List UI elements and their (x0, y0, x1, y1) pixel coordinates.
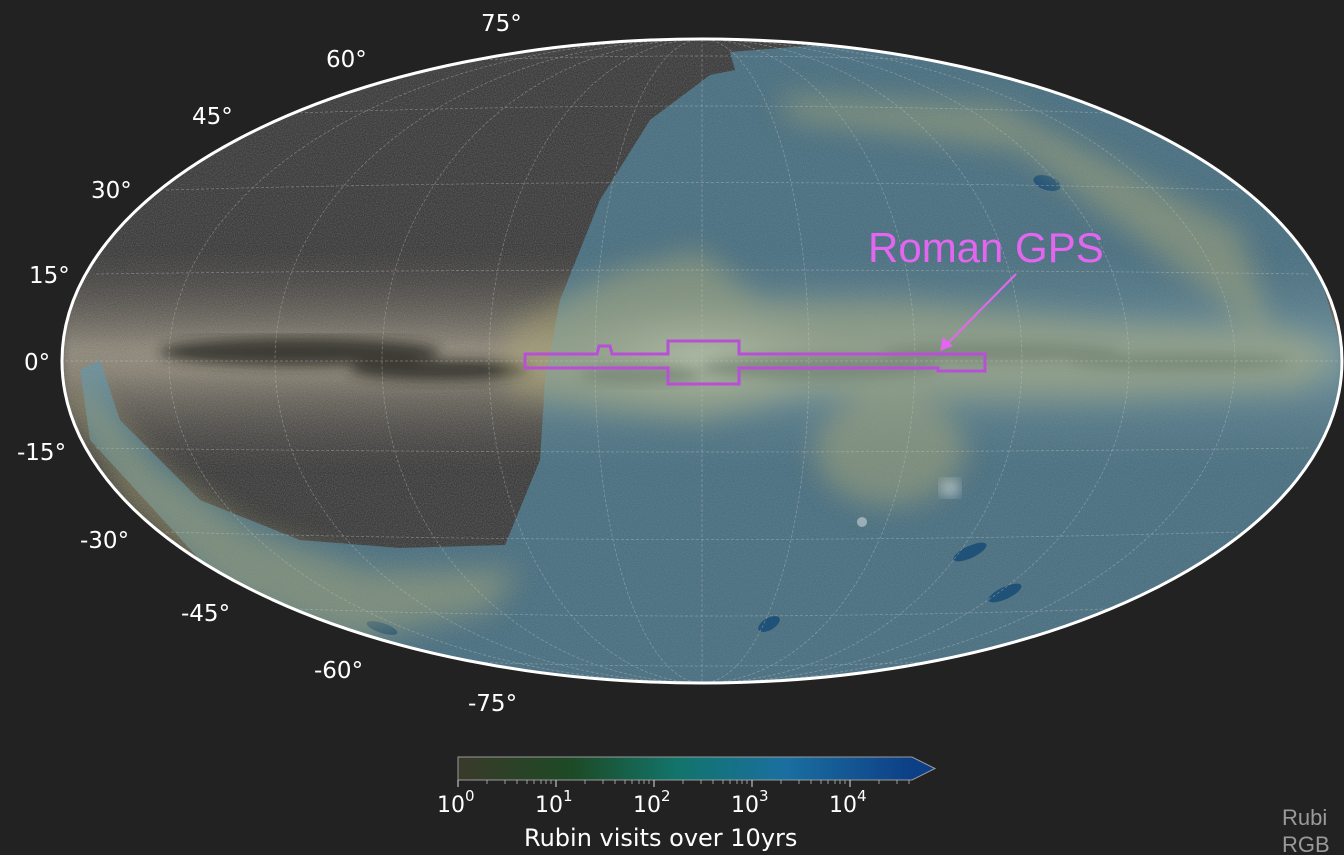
lat-label-m30: -30° (80, 528, 129, 554)
lat-label-m60: -60° (314, 658, 363, 684)
lat-label-m15: -15° (17, 440, 66, 466)
colorbar-extend-arrow (912, 757, 935, 780)
credit-text: Rubi RGB (1282, 804, 1344, 855)
lat-label-0: 0° (24, 350, 50, 376)
lat-label-15: 15° (29, 263, 70, 289)
colorbar-tick-label-2: 102 (633, 787, 671, 818)
colorbar-label: Rubin visits over 10yrs (524, 824, 797, 852)
colorbar-tick-label-3: 103 (731, 787, 769, 818)
roman-gps-label: Roman GPS (868, 224, 1104, 271)
lat-label-60: 60° (326, 47, 367, 73)
annotation-arrow (940, 273, 1017, 351)
colorbar-ticks (457, 780, 851, 787)
lat-label-m45: -45° (181, 601, 230, 627)
colorbar-tick-label-4: 104 (829, 787, 867, 818)
lat-label-m75: -75° (468, 691, 517, 717)
credit-line-2: RGB (1282, 832, 1330, 855)
credit-line-1: Rubi (1282, 805, 1328, 830)
colorbar-gradient (458, 757, 912, 780)
colorbar-minor-ticks (486, 780, 910, 784)
lat-label-75: 75° (481, 11, 522, 37)
roman-gps-footprint (523, 339, 987, 386)
graticule (62, 39, 1342, 683)
lat-label-30: 30° (91, 178, 132, 204)
lat-label-45: 45° (192, 104, 233, 130)
colorbar-frame (457, 756, 937, 781)
latitude-labels: 75° 60° 45° 30° 15° 0° -15° -30° -45° -6… (17, 11, 522, 717)
map-border (60, 37, 1344, 685)
rubin-coverage-overlay (70, 40, 1342, 683)
colorbar-tick-label-0: 100 (437, 787, 475, 818)
colorbar-tick-label-1: 101 (535, 787, 573, 818)
sky-background (62, 39, 1342, 683)
colorbar: 100 101 102 103 104 Rubin visits over 10… (437, 756, 937, 852)
